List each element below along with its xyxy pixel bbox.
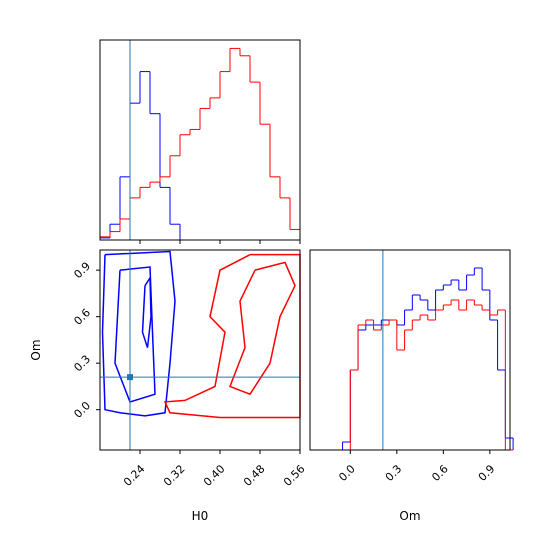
contour [141, 275, 152, 348]
panel-frame [99, 249, 301, 451]
x-tick-label: 0.40 [201, 462, 228, 489]
panel-frame [99, 39, 301, 241]
x-tick-label: 0.3 [383, 462, 405, 484]
x-axis-label: Om [399, 509, 420, 523]
x-tick-label: 0.6 [429, 462, 451, 484]
y-axis-label: Om [29, 339, 43, 360]
x-tick-label: 0.56 [281, 462, 308, 489]
x-tick-label: 0.48 [241, 462, 268, 489]
panel-frame [309, 249, 511, 451]
x-tick-label: 0.9 [476, 462, 498, 484]
y-tick-label: 0.0 [71, 399, 93, 421]
contour [114, 266, 156, 403]
y-tick-label: 0.6 [71, 306, 93, 328]
contour [163, 253, 301, 419]
contour [229, 261, 296, 396]
truth-point [127, 374, 133, 381]
y-tick-label: 0.9 [71, 260, 93, 282]
contour [101, 250, 176, 417]
x-tick-label: 0.24 [121, 462, 148, 489]
x-tick-label: 0.0 [336, 462, 358, 484]
x-tick-label: 0.32 [161, 462, 188, 489]
x-axis-label: H0 [192, 509, 209, 523]
y-tick-label: 0.3 [71, 353, 93, 375]
